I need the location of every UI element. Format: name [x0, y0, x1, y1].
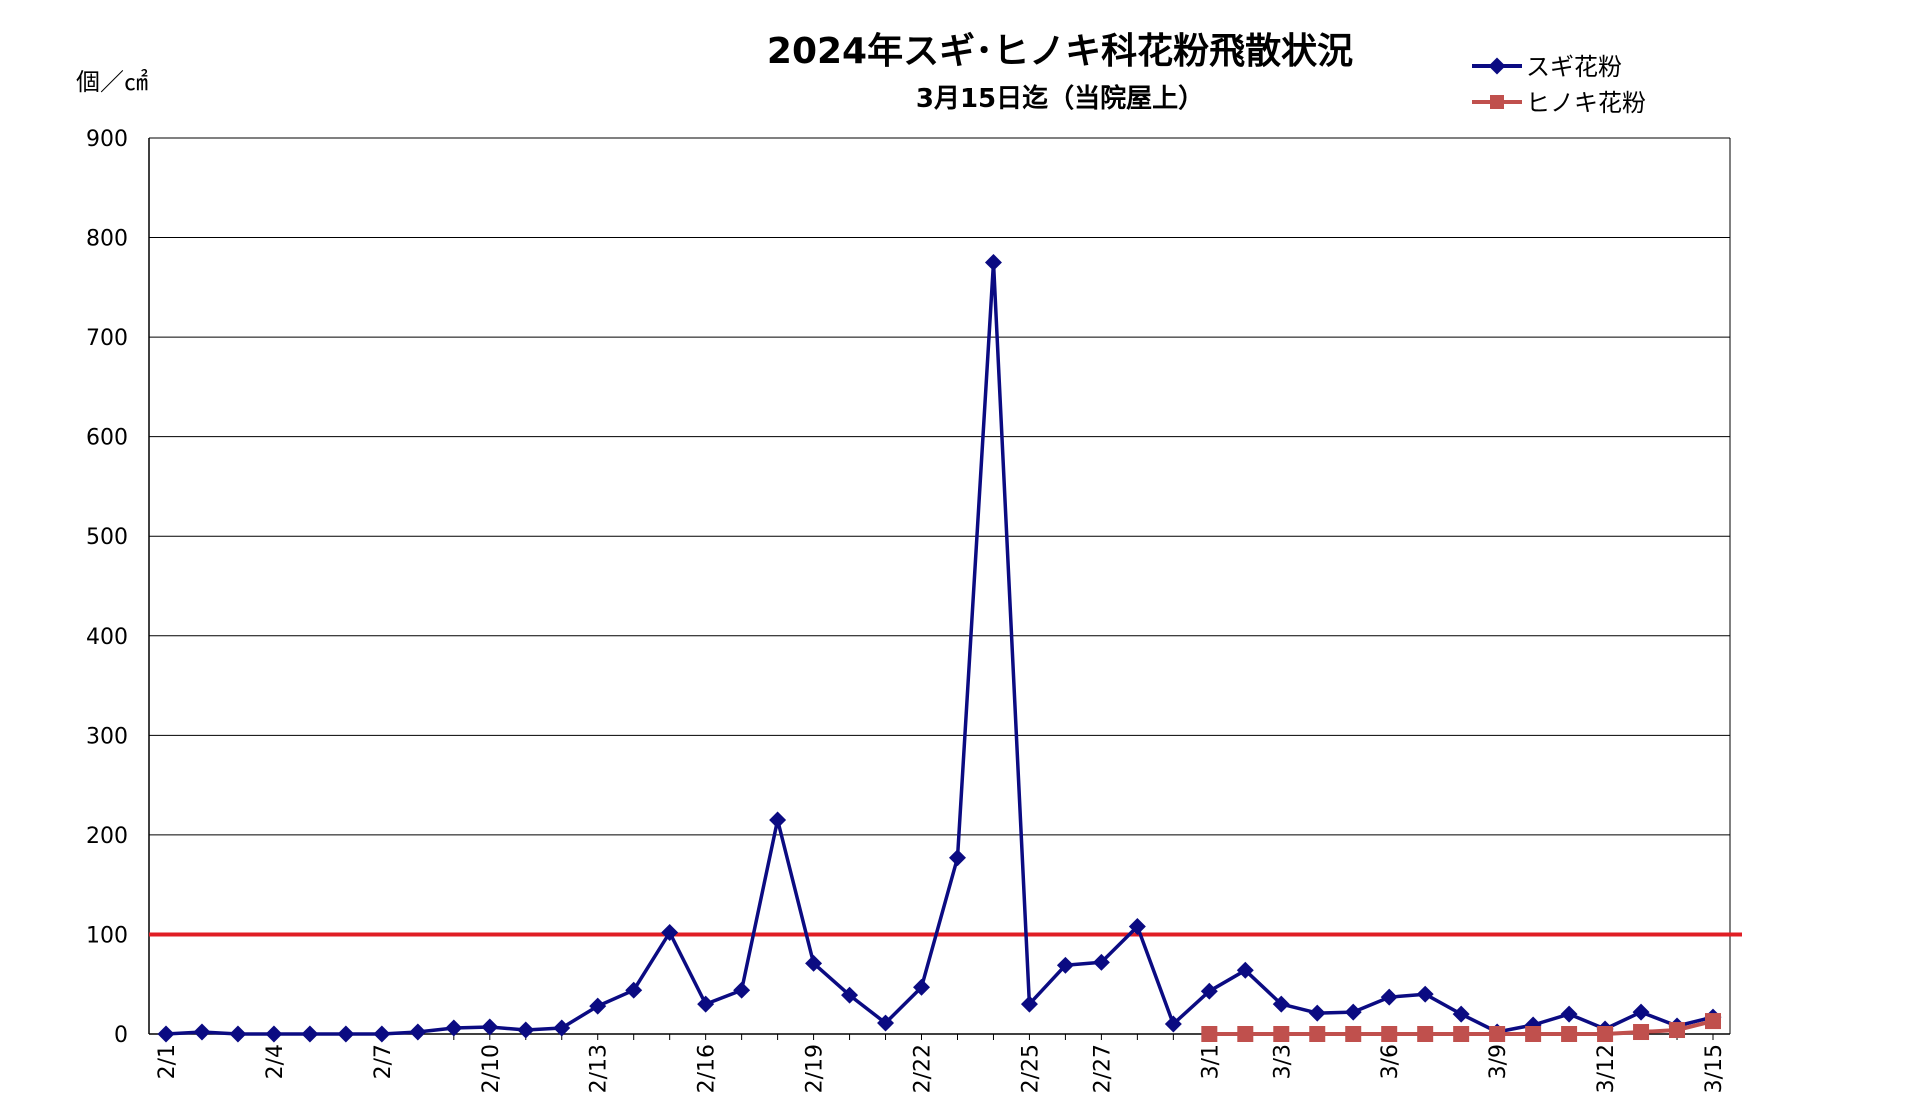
data-point-2-23 — [949, 849, 966, 867]
data-point-2-19 — [805, 954, 823, 972]
data-point-2-5 — [301, 1025, 319, 1043]
y-tick-label-900: 900 — [86, 127, 128, 152]
data-point-2-15 — [661, 923, 679, 941]
data-point-2-10 — [481, 1018, 499, 1036]
data-point-2-12 — [553, 1019, 571, 1037]
y-tick-label-600: 600 — [86, 426, 128, 451]
data-point-3-7 — [1417, 1026, 1434, 1042]
y-tick-label-500: 500 — [86, 525, 128, 550]
data-point-2-25 — [1020, 995, 1038, 1013]
legend-item-sugi: スギ花粉 — [1472, 53, 1622, 81]
data-point-3-6 — [1381, 1026, 1398, 1042]
data-point-2-11 — [517, 1021, 535, 1039]
series-line — [165, 260, 1714, 1036]
y-tick-label-0: 0 — [114, 1023, 128, 1048]
data-point-3-3 — [1273, 1026, 1290, 1042]
x-tick-label-3-9: 3/9 — [1486, 1044, 1511, 1079]
data-point-2-16 — [697, 995, 715, 1013]
y-tick-label-300: 300 — [86, 724, 128, 749]
data-point-3-15 — [1705, 1013, 1721, 1030]
data-point-3-4 — [1308, 1004, 1326, 1022]
y-tick-label-400: 400 — [86, 625, 128, 650]
legend-marker-sugi — [1488, 57, 1506, 75]
data-point-2-6 — [337, 1025, 355, 1043]
data-point-3-8 — [1453, 1026, 1470, 1042]
data-point-2-21 — [877, 1014, 895, 1032]
data-point-2-20 — [841, 986, 859, 1004]
data-point-3-8 — [1452, 1005, 1470, 1023]
x-tick-label-2-19: 2/19 — [803, 1044, 828, 1093]
data-point-2-27 — [1092, 953, 1110, 971]
y-tick-label-800: 800 — [86, 227, 128, 252]
x-tick-label-3-15: 3/15 — [1702, 1044, 1727, 1093]
x-tick-label-2-4: 2/4 — [263, 1044, 288, 1079]
data-point-2-2 — [193, 1023, 211, 1041]
data-point-2-14 — [625, 981, 643, 999]
x-tick-label-3-6: 3/6 — [1378, 1044, 1403, 1079]
data-point-2-13 — [589, 997, 607, 1015]
x-tick-label-2-22: 2/22 — [911, 1044, 936, 1093]
x-tick-label-2-13: 2/13 — [587, 1044, 612, 1093]
data-point-2-17 — [733, 981, 751, 999]
data-point-3-5 — [1344, 1003, 1362, 1021]
series-sugi — [157, 253, 1722, 1043]
x-tick-label-2-25: 2/25 — [1018, 1044, 1043, 1093]
x-tick-label-3-1: 3/1 — [1198, 1044, 1223, 1079]
data-point-3-13 — [1632, 1003, 1650, 1021]
x-axis-ticks: 2/1 2/4 2/7 2/10 2/13 2/16 2/19 2/22 2/25 2/27 3/1… — [155, 1034, 1727, 1093]
data-point-3-13 — [1633, 1024, 1650, 1041]
data-point-3-12 — [1597, 1026, 1614, 1042]
data-point-2-24 — [984, 253, 1002, 271]
data-point-2-22 — [913, 978, 930, 996]
chart-subtitle: 3月15日迄（当院屋上） — [916, 83, 1204, 114]
data-point-2-9 — [445, 1019, 463, 1037]
data-point-2-26 — [1056, 956, 1074, 974]
data-point-2-28 — [1128, 917, 1146, 935]
chart-title: 2024年スギ･ヒノキ科花粉飛散状況 — [767, 31, 1353, 72]
y-tick-label-700: 700 — [86, 326, 128, 351]
legend: スギ花粉 ヒノキ花粉 — [1472, 53, 1646, 117]
data-point-2-8 — [409, 1023, 427, 1041]
data-point-3-2 — [1236, 961, 1254, 979]
data-point-3-11 — [1560, 1005, 1578, 1023]
data-point-2-7 — [373, 1025, 391, 1043]
data-point-3-4 — [1309, 1026, 1326, 1042]
x-tick-label-3-12: 3/12 — [1594, 1044, 1619, 1093]
legend-marker-hinoki — [1490, 95, 1504, 109]
data-point-2-29 — [1164, 1015, 1182, 1033]
gridlines — [149, 137, 1730, 1035]
y-tick-label-200: 200 — [86, 824, 128, 849]
data-point-3-10 — [1525, 1026, 1542, 1042]
series-hinoki — [1201, 1013, 1721, 1042]
legend-label-hinoki: ヒノキ花粉 — [1526, 89, 1646, 117]
data-point-3-1 — [1201, 1026, 1218, 1042]
data-point-3-1 — [1200, 982, 1218, 1000]
plot-area — [148, 138, 1731, 1035]
x-tick-label-3-3: 3/3 — [1270, 1044, 1295, 1079]
y-axis-ticks: 0 100 200 300 400 500 600 700 800 900 — [86, 127, 128, 1048]
x-tick-label-2-10: 2/10 — [479, 1044, 504, 1093]
legend-item-hinoki: ヒノキ花粉 — [1472, 89, 1646, 117]
data-point-3-3 — [1272, 995, 1290, 1013]
data-point-3-5 — [1345, 1026, 1362, 1042]
series-layer — [157, 253, 1722, 1043]
data-point-2-3 — [229, 1025, 247, 1043]
x-tick-label-2-7: 2/7 — [371, 1044, 396, 1079]
data-point-2-1 — [157, 1025, 175, 1043]
data-point-3-7 — [1416, 985, 1434, 1003]
x-tick-label-2-1: 2/1 — [155, 1044, 180, 1079]
y-tick-label-100: 100 — [86, 923, 128, 948]
x-tick-label-2-27: 2/27 — [1090, 1044, 1115, 1093]
legend-label-sugi: スギ花粉 — [1526, 53, 1622, 81]
data-point-3-2 — [1237, 1026, 1254, 1042]
data-point-3-14 — [1669, 1022, 1686, 1039]
data-point-2-18 — [769, 811, 787, 829]
data-point-2-4 — [265, 1025, 283, 1043]
y-axis-unit-label: 個／㎠ — [76, 68, 148, 96]
x-tick-label-2-16: 2/16 — [695, 1044, 720, 1093]
data-point-3-9 — [1489, 1026, 1506, 1042]
data-point-3-6 — [1380, 988, 1398, 1006]
data-point-3-11 — [1561, 1026, 1578, 1042]
